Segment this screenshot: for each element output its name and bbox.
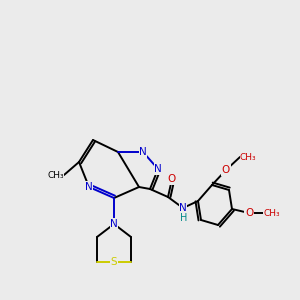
Text: N: N (139, 147, 147, 157)
Text: O: O (222, 165, 230, 175)
Text: CH₃: CH₃ (47, 170, 64, 179)
Text: N: N (179, 203, 187, 213)
Text: CH₃: CH₃ (240, 152, 256, 161)
Text: N: N (154, 164, 162, 174)
Text: O: O (245, 208, 253, 218)
Text: N: N (85, 182, 93, 192)
Text: H: H (180, 213, 188, 223)
Text: CH₃: CH₃ (263, 208, 280, 217)
Text: O: O (168, 174, 176, 184)
Text: S: S (111, 257, 117, 267)
Text: N: N (110, 219, 118, 229)
